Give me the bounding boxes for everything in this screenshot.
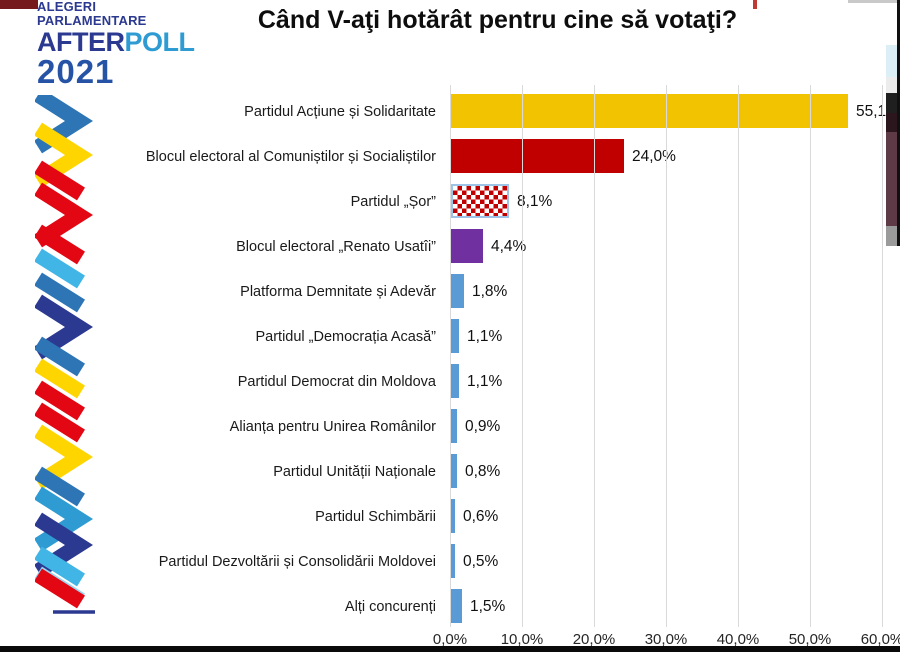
gridline (666, 85, 667, 627)
afterpoll-logo: ALEGERI PARLAMENTARE AFTERPOLL 2021 (37, 0, 195, 89)
x-axis-tick-label: 10,0% (500, 631, 544, 648)
x-axis-tick-label: 60,0% (860, 631, 900, 648)
logo-brand-poll: POLL (124, 27, 196, 58)
logo-kicker-line1: ALEGERI (37, 0, 97, 14)
logo-year: 2021 (37, 52, 115, 90)
value-label: 0,9% (465, 417, 501, 435)
value-label: 0,8% (465, 462, 501, 480)
bar-row: Partidul Schimbării 0,6% (315, 494, 882, 539)
value-label: 0,5% (463, 552, 499, 570)
bar (451, 319, 459, 353)
chart-title: Când V-aţi hotărât pentru cine să votaţi… (257, 6, 738, 34)
corner-red-artifact (0, 0, 38, 9)
value-label: 8,1% (517, 192, 553, 210)
x-axis-tick-label: 20,0% (572, 631, 616, 648)
bar-row: Partidul Acțiune și Solidaritate 55,1% (244, 89, 900, 134)
value-label: 1,5% (470, 597, 506, 615)
bar (451, 274, 464, 308)
stripe-shape (35, 336, 85, 377)
logo-brand-after: AFTER (37, 27, 125, 58)
window-bottom-border (0, 646, 900, 652)
value-label: 24,0% (632, 147, 676, 165)
gridline (450, 85, 451, 627)
video-thumbnail-strip (886, 45, 900, 246)
bar (451, 499, 455, 533)
bar (451, 94, 848, 128)
pale-band (886, 77, 900, 93)
stripe-shape (35, 546, 85, 587)
category-label: Partidul Unității Naționale (273, 463, 436, 480)
top-edge-gray-artifact (848, 0, 897, 3)
shirt-band (886, 132, 900, 226)
bar-row: Blocul electoral al Comuniștilor și Soci… (146, 134, 882, 179)
horizontal-bar-chart: Partidul Acțiune și Solidaritate 55,1% Blo… (146, 85, 900, 652)
category-label: Partidul „Democrația Acasă” (255, 328, 436, 345)
category-label: Partidul Schimbării (315, 508, 436, 525)
bar (451, 454, 457, 488)
gridline (882, 85, 883, 627)
stripe-shape (35, 358, 85, 399)
bar-row: Partidul Dezvoltării și Consolidării Mol… (159, 539, 882, 584)
gridline (594, 85, 595, 627)
stripe-shape (35, 402, 85, 443)
desk-band (886, 226, 900, 246)
chevron-ribbon-graphic (35, 95, 95, 614)
category-label: Partidul Dezvoltării și Consolidării Mol… (158, 553, 436, 570)
category-label: Platforma Demnitate și Adevăr (240, 283, 436, 300)
x-axis-tick-label: 50,0% (788, 631, 832, 648)
bar (451, 139, 624, 173)
sky-band (886, 45, 900, 77)
category-label: Partidul „Șor” (350, 193, 436, 210)
hair-band (886, 113, 900, 132)
bar-row: Partidul „Democrația Acasă” 1,1% (255, 314, 882, 359)
x-axis-tick-label: 0,0% (432, 631, 468, 648)
gridline (522, 85, 523, 627)
category-label: Alți concurenți (344, 598, 436, 615)
value-label: 1,1% (467, 372, 503, 390)
stripe-shape (35, 380, 85, 421)
x-axis-tick-label: 30,0% (644, 631, 688, 648)
bar-row: Alianța pentru Unirea Românilor 0,9% (230, 404, 882, 449)
value-label: 1,8% (472, 282, 508, 300)
stripe-shape (35, 466, 85, 507)
bar-row: Platforma Demnitate și Adevăr 1,8% (240, 269, 882, 314)
bar-row: Alți concurenți 1,5% (345, 584, 882, 629)
bar-row: Blocul electoral „Renato Usatîi” 4,4% (236, 224, 882, 269)
value-label: 0,6% (463, 507, 499, 525)
x-axis-tick-label: 40,0% (716, 631, 760, 648)
bar (451, 364, 459, 398)
value-label: 4,4% (491, 237, 527, 255)
category-label: Partidul Democrat din Moldova (237, 373, 436, 390)
bar (451, 589, 462, 623)
bar (451, 184, 509, 218)
stripe-shape (35, 272, 85, 313)
stripe-shape (35, 248, 85, 289)
gridline (738, 85, 739, 627)
bar-row: Partidul „Șor” 8,1% (351, 179, 882, 224)
bar (451, 544, 455, 578)
category-label: Alianța pentru Unirea Românilor (229, 418, 436, 435)
bar-rows: Partidul Acțiune și Solidaritate 55,1% Blo… (146, 89, 900, 629)
gridline (810, 85, 811, 627)
logo-brand: AFTERPOLL (37, 28, 195, 56)
bar (451, 229, 483, 263)
category-label: Partidul Acțiune și Solidaritate (244, 103, 436, 120)
category-label: Blocul electoral „Renato Usatîi” (236, 238, 436, 255)
value-label: 1,1% (467, 327, 503, 345)
window-right-edge (897, 0, 900, 246)
stripe-shape (35, 568, 85, 609)
bar-row: Partidul Unității Naționale 0,8% (273, 449, 882, 494)
bar (451, 409, 457, 443)
logo-kicker-line2: PARLAMENTARE (37, 12, 147, 28)
stripe-shape (35, 224, 85, 265)
bar-row: Partidul Democrat din Moldova 1,1% (238, 359, 882, 404)
stripe-shape (35, 160, 85, 201)
category-label: Blocul electoral al Comuniștilor și Soci… (145, 148, 436, 165)
top-edge-red-artifact (753, 0, 757, 9)
dark-band (886, 93, 900, 113)
